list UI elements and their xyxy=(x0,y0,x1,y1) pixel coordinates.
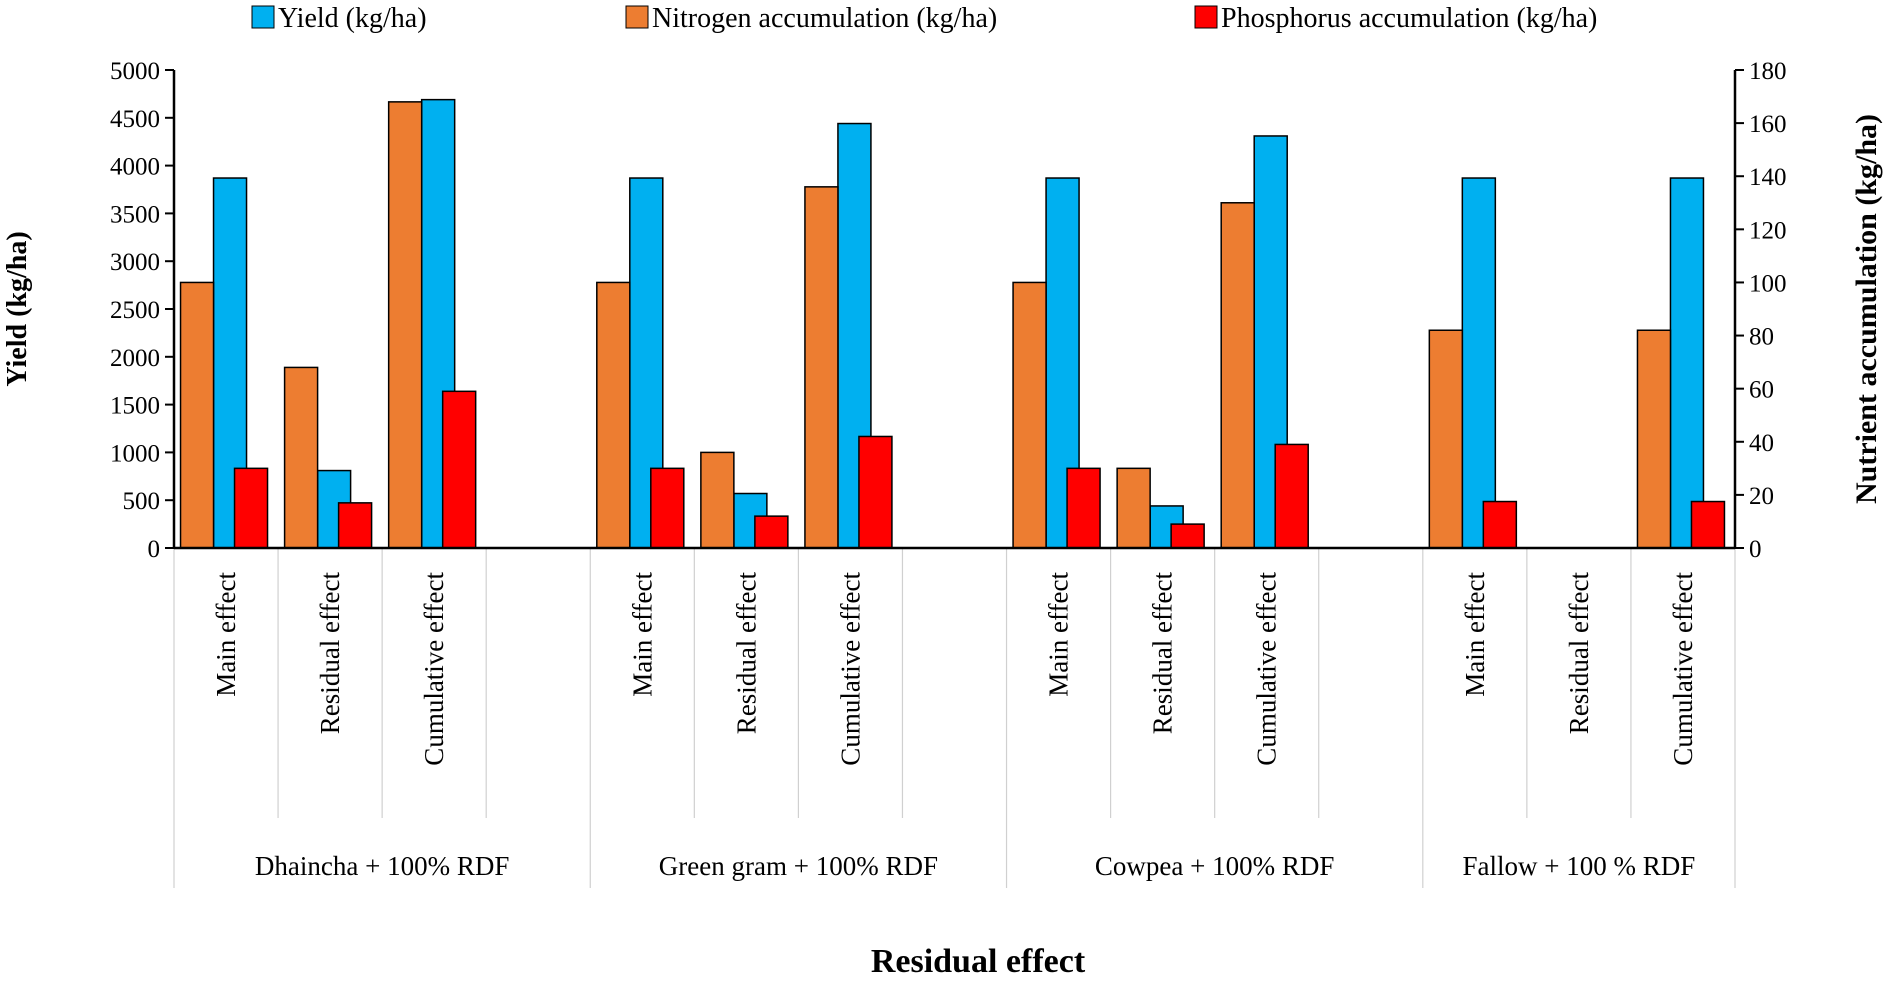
bar-nitrogen-5 xyxy=(700,451,735,549)
legend-swatch xyxy=(251,5,275,29)
bar-nitrogen-6 xyxy=(804,186,839,549)
category-label: Residual effect xyxy=(1564,572,1594,735)
legend-swatch xyxy=(1194,5,1218,29)
y2-tick-label: 60 xyxy=(1749,377,1774,404)
bar-phosphorus-4 xyxy=(650,467,685,549)
bar-nitrogen-4 xyxy=(596,281,631,549)
category-label: Main effect xyxy=(1460,572,1490,697)
bar-nitrogen-8 xyxy=(1012,281,1047,549)
bar-yield-14 xyxy=(1669,177,1705,549)
y2-axis-title: Nutrient accumulation (kg/ha) xyxy=(1850,114,1883,504)
y2-tick-label: 180 xyxy=(1749,58,1787,85)
bar-phosphorus-14 xyxy=(1690,500,1726,549)
y-tick-label: 4000 xyxy=(110,154,160,181)
bar-nitrogen-12 xyxy=(1428,329,1464,549)
y-tick-label: 0 xyxy=(148,536,161,563)
y2-tick-label: 80 xyxy=(1749,324,1774,351)
bar-phosphorus-0 xyxy=(233,467,269,549)
category-label: Main effect xyxy=(1044,572,1074,697)
bar-nitrogen-9 xyxy=(1116,467,1151,549)
category-label: Cumulative effect xyxy=(419,572,449,766)
bar-phosphorus-9 xyxy=(1170,523,1205,549)
bar-phosphorus-1 xyxy=(337,502,373,549)
bar-nitrogen-1 xyxy=(283,366,319,549)
y2-tick-label: 120 xyxy=(1749,217,1787,244)
category-label: Residual effect xyxy=(1148,572,1178,735)
y-tick-label: 3500 xyxy=(110,201,160,228)
bar-nitrogen-14 xyxy=(1636,329,1672,549)
bar-nitrogen-2 xyxy=(387,101,423,549)
category-separators xyxy=(173,548,1736,888)
bar-phosphorus-10 xyxy=(1274,443,1309,549)
bars xyxy=(179,98,1726,549)
category-label: Residual effect xyxy=(731,572,761,735)
y-tick-label: 2500 xyxy=(110,297,160,324)
bar-yield-4 xyxy=(629,177,664,549)
y-tick-label: 4500 xyxy=(110,106,160,133)
group-label: Green gram + 100% RDF xyxy=(659,851,938,881)
y-tick-label: 2000 xyxy=(110,345,160,372)
y-axis-title: Yield (kg/ha) xyxy=(2,231,33,386)
y2-tick-label: 100 xyxy=(1749,270,1787,297)
y-tick-label: 5000 xyxy=(110,58,160,85)
bar-nitrogen-0 xyxy=(179,281,215,549)
group-label: Cowpea + 100% RDF xyxy=(1095,851,1334,881)
category-labels: Main effect Residual effect Cumulative eff… xyxy=(211,572,1698,881)
legend-label: Nitrogen accumulation (kg/ha) xyxy=(652,3,997,34)
category-label: Cumulative effect xyxy=(835,572,865,766)
bar-phosphorus-2 xyxy=(441,390,477,549)
bar-phosphorus-8 xyxy=(1066,467,1101,549)
legend: Yield (kg/ha) Nitrogen accumulation (kg/h… xyxy=(251,3,1597,34)
y-tick-label: 3000 xyxy=(110,249,160,276)
y2-tick-label: 0 xyxy=(1749,536,1762,563)
category-label: Main effect xyxy=(627,572,657,697)
axes xyxy=(165,69,1744,550)
bar-phosphorus-12 xyxy=(1482,500,1518,549)
y-tick-label: 1000 xyxy=(110,440,160,467)
bar-nitrogen-10 xyxy=(1220,202,1255,549)
y-tick-label: 1500 xyxy=(110,393,160,420)
y2-tick-label: 40 xyxy=(1749,430,1774,457)
legend-label: Yield (kg/ha) xyxy=(278,3,427,34)
category-label: Cumulative effect xyxy=(1252,572,1282,766)
category-label: Residual effect xyxy=(315,572,345,735)
x-axis-title: Residual effect xyxy=(871,943,1086,980)
legend-label: Phosphorus accumulation (kg/ha) xyxy=(1221,3,1597,34)
y2-tick-label: 20 xyxy=(1749,483,1774,510)
y-tick-label: 500 xyxy=(123,488,161,515)
legend-swatch xyxy=(625,5,649,29)
group-label: Fallow + 100 % RDF xyxy=(1463,851,1696,881)
bar-phosphorus-5 xyxy=(754,515,789,549)
category-label: Cumulative effect xyxy=(1668,572,1698,766)
tick-labels: 0500100015002000250030003500400045005000… xyxy=(110,58,1787,563)
y2-tick-label: 140 xyxy=(1749,164,1787,191)
y2-tick-label: 160 xyxy=(1749,111,1787,138)
bar-yield-12 xyxy=(1461,177,1497,549)
bar-phosphorus-6 xyxy=(858,435,893,549)
group-label: Dhaincha + 100% RDF xyxy=(255,851,509,881)
category-label: Main effect xyxy=(211,572,241,697)
